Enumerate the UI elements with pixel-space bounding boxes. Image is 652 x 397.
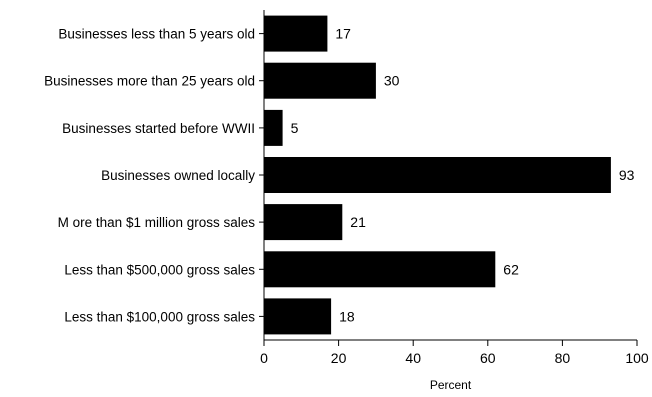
x-tick-label: 80 <box>555 350 571 366</box>
bar-less-than-500-000-gross-sales <box>264 251 496 288</box>
bar-less-than-100-000-gross-sales <box>264 298 332 335</box>
value-label-businesses-owned-locally: 93 <box>619 167 635 183</box>
x-tick-label: 20 <box>331 350 347 366</box>
category-label-businesses-more-than-25-years-old: Businesses more than 25 years old <box>44 74 255 89</box>
bars-group <box>264 15 611 335</box>
value-labels: 17 30 5 93 21 62 18 <box>291 26 635 325</box>
category-label-less-than-500-000-gross-sales: Less than $500,000 gross sales <box>64 262 255 277</box>
value-label-less-than-100-000-gross-sales: 18 <box>339 308 355 324</box>
category-label-businesses-owned-locally: Businesses owned locally <box>101 168 255 183</box>
bar-businesses-owned-locally <box>264 157 611 193</box>
bar-businesses-less-than-5-years-old <box>264 15 328 52</box>
category-label-businesses-less-than-5-years-old: Businesses less than 5 years old <box>58 27 255 42</box>
value-label-less-than-500-000-gross-sales: 62 <box>503 261 519 277</box>
category-label-businesses-started-before-wwii: Businesses started before WWII <box>62 121 255 136</box>
value-label-businesses-more-than-25-years-old: 30 <box>384 73 400 89</box>
value-label-businesses-started-before-wwii: 5 <box>291 120 299 136</box>
category-label-less-than-100-000-gross-sales: Less than $100,000 gross sales <box>64 309 255 324</box>
value-label-businesses-less-than-5-years-old: 17 <box>335 26 351 42</box>
bar-businesses-more-than-25-years-old <box>264 62 376 99</box>
x-ticks <box>259 33 638 346</box>
x-tick-label: 0 <box>260 350 268 366</box>
x-tick-label: 100 <box>625 350 649 366</box>
x-tick-labels: 0 20 40 60 80 100 <box>260 350 649 366</box>
category-labels: Businesses less than 5 years old Business… <box>44 27 255 325</box>
x-axis-title: Percent <box>430 378 472 392</box>
x-tick-label: 40 <box>405 350 421 366</box>
value-label-m-ore-than-1-million-gross-sales: 21 <box>350 214 366 230</box>
bar-businesses-started-before-wwii <box>264 109 283 146</box>
category-label-m-ore-than-1-million-gross-sales: M ore than $1 million gross sales <box>58 215 256 230</box>
x-tick-label: 60 <box>480 350 496 366</box>
bar-m-ore-than-1-million-gross-sales <box>264 204 343 241</box>
